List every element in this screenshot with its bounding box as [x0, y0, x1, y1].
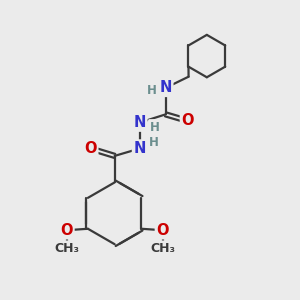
Text: H: H — [146, 84, 156, 97]
Text: N: N — [134, 141, 146, 156]
Text: O: O — [182, 113, 194, 128]
Text: CH₃: CH₃ — [150, 242, 175, 255]
Text: N: N — [159, 80, 172, 95]
Text: O: O — [84, 141, 97, 156]
Text: H: H — [149, 136, 159, 148]
Text: CH₃: CH₃ — [54, 242, 79, 255]
Text: O: O — [156, 223, 169, 238]
Text: O: O — [60, 223, 73, 238]
Text: N: N — [134, 115, 146, 130]
Text: H: H — [149, 121, 159, 134]
